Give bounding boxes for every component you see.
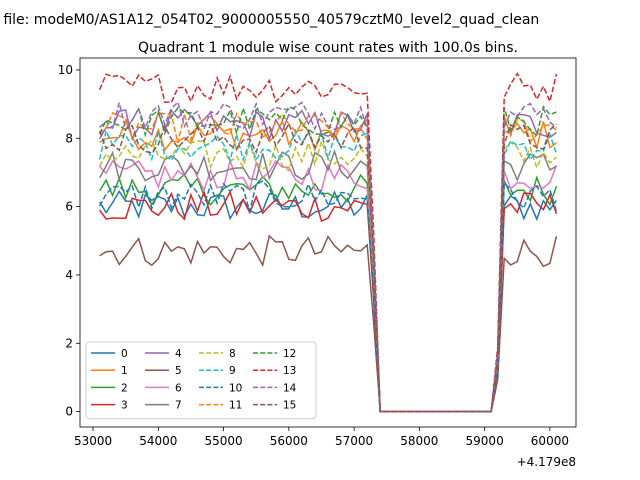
x-tick-label-53000: 53000 (74, 434, 112, 448)
x-offset-label: +4.179e8 (517, 455, 576, 469)
x-tick-label-55000: 55000 (204, 434, 242, 448)
legend-label-10: 10 (229, 382, 242, 394)
y-tick-label-8: 8 (65, 131, 73, 145)
legend-label-8: 8 (229, 348, 236, 360)
y-tick-label-4: 4 (65, 268, 73, 282)
legend-label-13: 13 (283, 365, 296, 377)
legend-label-14: 14 (283, 382, 297, 394)
plot-area: 53000 54000 55000 56000 57000 58000 59000 60000… (58, 57, 577, 448)
series-line-9 (98, 128, 558, 413)
legend-label-12: 12 (283, 348, 296, 360)
x-tick-label-60000: 60000 (531, 434, 569, 448)
x-tick-label-58000: 58000 (400, 434, 438, 448)
series-line-15 (98, 121, 557, 413)
x-tick-label-56000: 56000 (270, 434, 308, 448)
chart-title: Quadrant 1 module wise count rates with … (138, 40, 518, 56)
x-tick-label-54000: 54000 (139, 434, 177, 448)
y-tick-label-0: 0 (65, 405, 73, 419)
x-tick-label-59000: 59000 (466, 434, 504, 448)
legend-label-0: 0 (121, 348, 128, 360)
legend-label-5: 5 (175, 365, 182, 377)
y-tick-label-10: 10 (58, 63, 73, 77)
y-tick-label-2: 2 (65, 336, 73, 350)
series-line-11 (99, 111, 557, 413)
legend-label-3: 3 (121, 400, 128, 412)
legend-label-11: 11 (229, 400, 242, 412)
figure-suptitle: n file: modeM0/AS1A12_054T02_9000005550_… (0, 12, 539, 28)
legend-label-15: 15 (283, 400, 296, 412)
x-tick-label-57000: 57000 (335, 434, 373, 448)
legend-label-2: 2 (121, 382, 128, 394)
legend-label-4: 4 (175, 348, 182, 360)
axes-frame (79, 57, 577, 428)
legend-box (85, 341, 317, 420)
y-tick-label-6: 6 (65, 200, 73, 214)
legend-label-7: 7 (175, 400, 182, 412)
legend-label-9: 9 (229, 365, 236, 377)
legend-label-1: 1 (121, 365, 128, 377)
legend-label-6: 6 (175, 382, 182, 394)
